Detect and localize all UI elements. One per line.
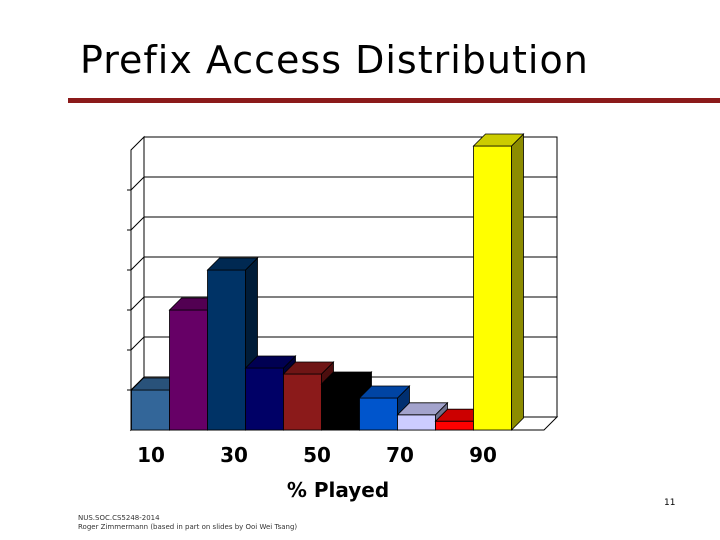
bar-top <box>282 361 335 375</box>
x-tick-label: 50 <box>303 443 331 467</box>
slide-footer: NUS.SOC.CS5248-2014 Roger Zimmermann (ba… <box>78 514 297 532</box>
bar-front <box>359 397 398 431</box>
title-rule <box>68 98 720 103</box>
bar <box>472 133 525 431</box>
bar-front <box>473 145 512 431</box>
bar-front <box>283 373 322 431</box>
slide-title: Prefix Access Distribution <box>80 38 589 82</box>
bar-top <box>396 402 449 416</box>
gridline <box>130 256 557 271</box>
footer-credit: Roger Zimmermann (based in part on slide… <box>78 523 298 531</box>
x-tick-label: 30 <box>220 443 248 467</box>
bar-front <box>207 269 246 431</box>
gridline <box>130 176 557 191</box>
bar-front <box>131 389 170 431</box>
page-number: 11 <box>664 498 676 508</box>
bar-top <box>358 385 411 399</box>
x-axis-tick-labels: 10 30 50 70 90 <box>137 443 497 467</box>
bar-top <box>472 133 525 147</box>
bar-top <box>320 371 373 385</box>
bar-side <box>511 133 524 431</box>
x-tick-label: 10 <box>137 443 165 467</box>
bar-front <box>321 383 360 431</box>
gridline <box>130 296 557 311</box>
x-axis-label: % Played <box>287 478 389 502</box>
x-tick-label: 70 <box>386 443 414 467</box>
gridline <box>130 216 557 231</box>
bar-top <box>206 257 259 271</box>
bar-front <box>169 309 208 431</box>
bar-front <box>435 420 474 431</box>
chart-bars <box>130 133 525 431</box>
bar-top <box>244 355 297 369</box>
x-tick-label: 90 <box>469 443 497 467</box>
bar-front <box>245 367 284 431</box>
bar-front <box>397 414 436 431</box>
footer-course: NUS.SOC.CS5248-2014 <box>78 514 160 522</box>
gridline <box>130 336 557 351</box>
